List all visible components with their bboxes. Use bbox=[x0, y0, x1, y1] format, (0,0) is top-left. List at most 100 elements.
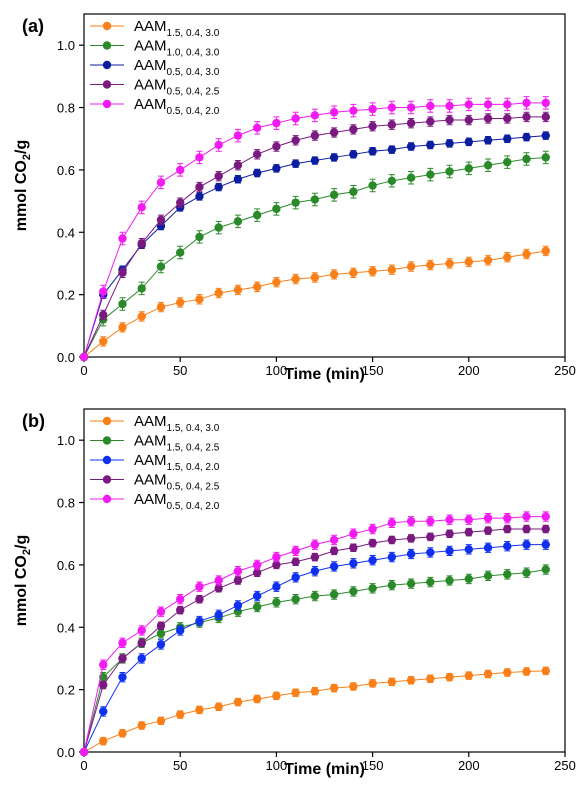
data-point bbox=[137, 238, 146, 248]
data-point bbox=[137, 203, 146, 212]
data-point bbox=[406, 103, 416, 112]
data-point bbox=[387, 518, 397, 528]
data-point bbox=[252, 568, 262, 577]
data-point bbox=[387, 677, 397, 687]
data-point bbox=[176, 626, 185, 635]
data-point bbox=[214, 288, 223, 298]
data-point bbox=[176, 595, 185, 604]
panel-label: (b) bbox=[22, 411, 45, 431]
legend-subscript: 0.5, 0.4, 2.0 bbox=[167, 106, 220, 117]
data-point bbox=[118, 268, 127, 278]
data-point bbox=[252, 282, 262, 292]
data-point bbox=[503, 668, 512, 677]
data-point bbox=[195, 616, 204, 626]
data-point bbox=[349, 106, 358, 115]
data-point bbox=[503, 570, 512, 579]
x-tick-label: 150 bbox=[362, 758, 384, 773]
data-point bbox=[426, 170, 435, 179]
data-point bbox=[195, 582, 204, 591]
data-point bbox=[291, 274, 300, 284]
data-point bbox=[483, 571, 493, 581]
data-point bbox=[195, 182, 204, 192]
y-axis-label-after: /g bbox=[13, 535, 30, 549]
data-point bbox=[503, 513, 512, 523]
data-point bbox=[156, 716, 166, 726]
data-point bbox=[426, 532, 435, 542]
data-point bbox=[329, 128, 339, 137]
data-point bbox=[310, 552, 320, 562]
data-point bbox=[464, 100, 473, 109]
legend-name: AAM bbox=[134, 38, 167, 55]
data-point bbox=[522, 112, 531, 122]
data-point bbox=[464, 671, 473, 680]
data-point bbox=[329, 683, 339, 693]
data-point bbox=[329, 590, 339, 599]
data-point bbox=[310, 131, 320, 140]
legend-marker bbox=[102, 475, 112, 484]
data-point bbox=[329, 108, 339, 117]
data-point bbox=[99, 680, 108, 690]
series-line bbox=[83, 156, 546, 358]
data-point bbox=[368, 556, 377, 565]
data-point bbox=[118, 729, 127, 738]
data-point bbox=[349, 125, 358, 134]
data-point bbox=[272, 552, 281, 562]
data-point bbox=[272, 142, 281, 151]
x-axis-label: Time (min) bbox=[284, 761, 365, 778]
data-point bbox=[176, 298, 185, 307]
data-point bbox=[252, 560, 262, 570]
data-point bbox=[272, 164, 281, 173]
data-point bbox=[541, 540, 550, 549]
data-point bbox=[445, 672, 454, 682]
data-point bbox=[99, 287, 108, 296]
data-point bbox=[195, 295, 204, 304]
x-tick-label: 150 bbox=[362, 363, 384, 378]
legend-subscript: 0.5, 0.4, 2.5 bbox=[167, 87, 220, 98]
data-point bbox=[368, 584, 377, 593]
data-point bbox=[233, 285, 243, 295]
data-point bbox=[503, 524, 512, 534]
data-point bbox=[272, 582, 281, 591]
data-point bbox=[99, 707, 108, 716]
data-point bbox=[310, 195, 320, 204]
legend-subscript: 0.5, 0.4, 2.5 bbox=[167, 482, 220, 493]
data-point bbox=[233, 217, 243, 226]
legend-label: AAM0.5, 0.4, 3.0 bbox=[134, 57, 220, 78]
data-point bbox=[445, 139, 454, 148]
data-point bbox=[426, 140, 435, 150]
axes-frame bbox=[83, 13, 566, 358]
data-point bbox=[156, 640, 166, 649]
data-point bbox=[252, 210, 262, 220]
data-point bbox=[368, 267, 377, 276]
data-point bbox=[156, 629, 166, 638]
data-point bbox=[252, 591, 262, 601]
data-point bbox=[252, 168, 262, 178]
data-point bbox=[214, 171, 223, 181]
data-point bbox=[464, 257, 473, 267]
data-point bbox=[176, 710, 185, 719]
data-point bbox=[195, 232, 204, 242]
data-point bbox=[541, 153, 550, 162]
data-point bbox=[541, 98, 550, 108]
data-point bbox=[503, 157, 512, 167]
data-point bbox=[426, 548, 435, 557]
data-point bbox=[214, 576, 223, 585]
data-point bbox=[541, 565, 550, 574]
legend-subscript: 1.5, 0.4, 3.0 bbox=[167, 28, 220, 39]
data-point bbox=[156, 221, 166, 231]
legend-subscript: 1.5, 0.4, 3.0 bbox=[167, 423, 220, 434]
data-point bbox=[483, 526, 493, 535]
data-point bbox=[137, 312, 146, 321]
y-axis-label: mmol CO2/g bbox=[13, 535, 33, 626]
data-point bbox=[541, 512, 550, 521]
data-point bbox=[483, 161, 493, 170]
data-point bbox=[214, 140, 223, 150]
y-tick-label: 0.4 bbox=[57, 620, 75, 635]
data-point bbox=[464, 115, 473, 125]
data-point bbox=[272, 277, 281, 287]
data-point bbox=[233, 697, 243, 707]
data-point bbox=[406, 118, 416, 128]
data-point bbox=[464, 164, 473, 173]
data-point bbox=[349, 587, 358, 596]
